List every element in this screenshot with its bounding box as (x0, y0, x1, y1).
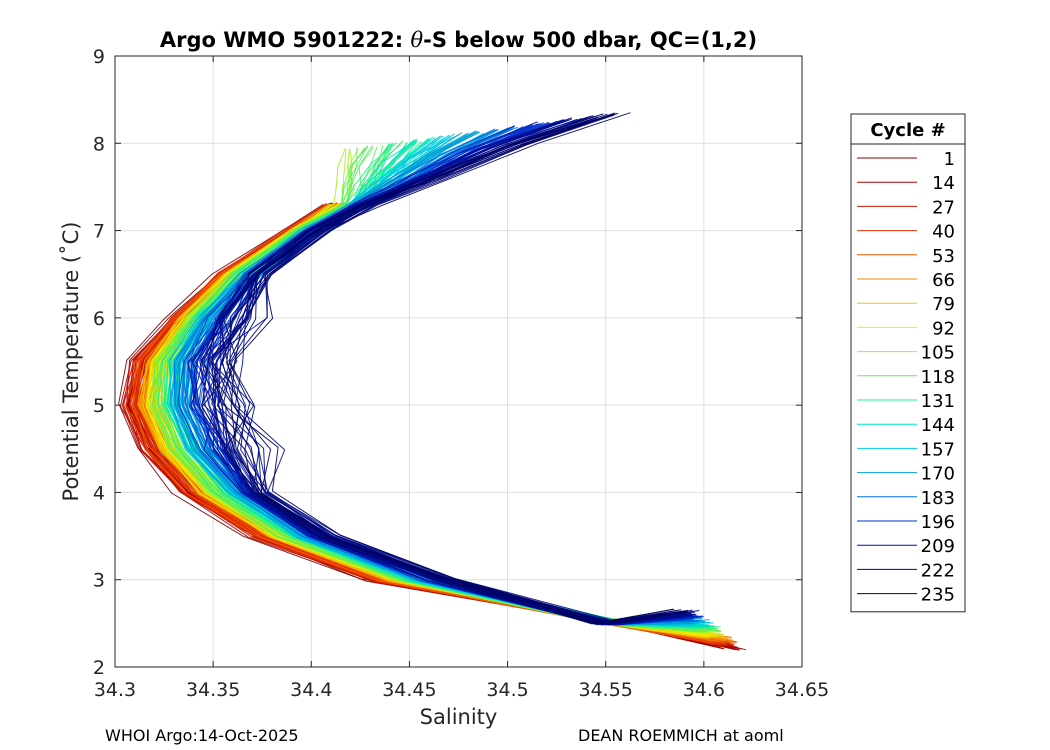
profile-line (173, 128, 687, 626)
chart-title: Argo WMO 5901222: θ-S below 500 dbar, QC… (160, 28, 757, 52)
legend-label: 209 (921, 536, 955, 557)
legend-label: 40 (932, 222, 955, 243)
profile-line (157, 145, 698, 632)
footer-right: DEAN ROEMMICH at aoml (578, 726, 784, 745)
y-tick-label: 9 (93, 46, 105, 68)
legend-title: Cycle # (870, 120, 945, 141)
profile-line (218, 113, 682, 623)
title-prefix: Argo WMO 5901222: (160, 28, 411, 52)
legend-label: 196 (921, 512, 955, 533)
y-tick-label: 6 (93, 308, 105, 330)
x-tick-label: 34.4 (290, 679, 332, 701)
profile-line (163, 142, 698, 629)
legend-label: 131 (921, 391, 955, 412)
profile-line (223, 112, 682, 625)
legend-box (850, 113, 966, 613)
plot-frame (114, 55, 803, 668)
legend-label: 222 (921, 560, 955, 581)
legend-label: 92 (932, 318, 955, 339)
profile-line (160, 144, 705, 630)
profile-line (169, 130, 689, 623)
legend-label: 235 (921, 585, 955, 606)
legend-label: 105 (921, 343, 955, 364)
legend: Cycle # 1 14 27 40 53 66 79 92 105 118 131 144 157 170… (850, 113, 966, 613)
legend-label: 157 (921, 439, 955, 460)
legend-label: 27 (932, 197, 955, 218)
x-tick-label: 34.45 (382, 679, 436, 701)
y-tick-label: 7 (93, 221, 105, 243)
profile-line (169, 130, 691, 623)
y-tick-label: 5 (93, 395, 105, 417)
x-tick-label: 34.6 (683, 679, 725, 701)
y-tick-label: 3 (93, 570, 105, 592)
y-tick-label: 8 (93, 133, 105, 155)
legend-label: 118 (921, 367, 955, 388)
legend-label: 66 (932, 270, 955, 291)
profile-line (130, 205, 712, 642)
footer-left: WHOI Argo:14-Oct-2025 (105, 726, 299, 745)
series-group (118, 112, 747, 651)
title-suffix: -S below 500 dbar, QC=(1,2) (423, 28, 757, 52)
y-tick-label: 4 (93, 482, 105, 504)
legend-label: 79 (932, 294, 955, 315)
legend-label: 144 (921, 415, 955, 436)
title-theta: θ (410, 28, 423, 52)
profile-line (211, 112, 689, 625)
x-tick-label: 34.5 (486, 679, 528, 701)
x-tick-label: 34.55 (579, 679, 633, 701)
x-tick-label: 34.65 (775, 679, 829, 701)
x-axis-label: Salinity (420, 705, 498, 729)
y-axis-label: Potential Temperature (˚C) (59, 222, 83, 502)
legend-label: 53 (932, 246, 955, 267)
profile-line (191, 119, 682, 625)
profile-line (177, 125, 685, 624)
profile-line (170, 135, 692, 627)
y-tick-label: 2 (93, 657, 105, 679)
profile-line (149, 148, 699, 632)
legend-label: 14 (932, 173, 955, 194)
x-tick-label: 34.35 (186, 679, 240, 701)
x-tick-label: 34.3 (94, 679, 136, 701)
profile-line (201, 112, 675, 625)
axes: 34.3 34.35 34.4 34.45 34.5 34.55 34.6 34.65 2 3 4 5… (93, 46, 829, 701)
legend-label: 1 (944, 149, 955, 170)
legend-label: 183 (921, 488, 955, 509)
legend-label: 170 (921, 464, 955, 485)
